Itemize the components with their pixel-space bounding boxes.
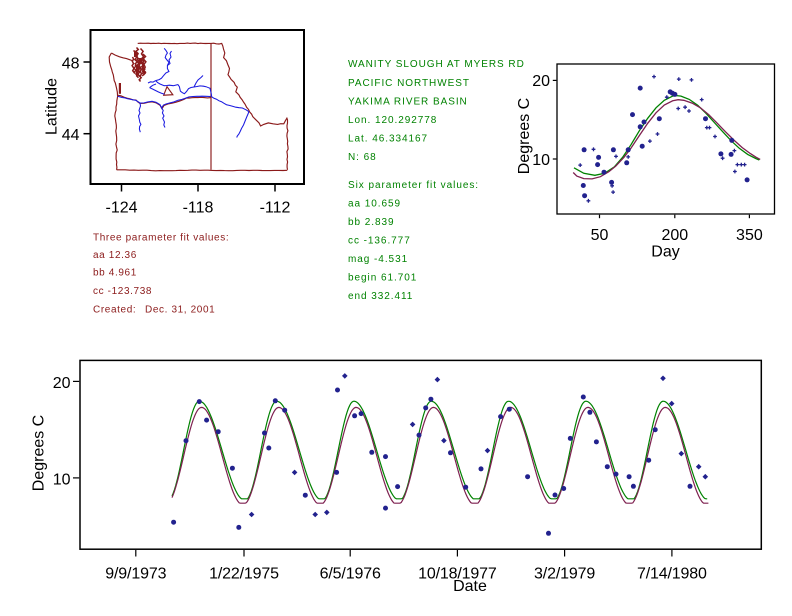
- svg-text:-112: -112: [260, 199, 291, 216]
- svg-text:cc -123.738: cc -123.738: [93, 286, 152, 297]
- svg-text:10: 10: [532, 152, 550, 169]
- svg-text:Dec. 31, 2001: Dec. 31, 2001: [145, 305, 215, 316]
- svg-text:50: 50: [591, 227, 609, 244]
- svg-text:10/18/1977: 10/18/1977: [418, 566, 497, 583]
- svg-text:200: 200: [661, 227, 688, 244]
- svg-text:bb 4.961: bb 4.961: [93, 268, 137, 279]
- svg-text:9/9/1973: 9/9/1973: [105, 566, 166, 583]
- svg-text:WANITY SLOUGH AT MYERS RD: WANITY SLOUGH AT MYERS RD: [348, 59, 525, 70]
- svg-text:Degrees C: Degrees C: [31, 415, 48, 491]
- svg-text:20: 20: [53, 375, 71, 392]
- svg-text:48: 48: [62, 56, 80, 73]
- svg-text:3/2/1979: 3/2/1979: [534, 566, 595, 583]
- svg-text:mag -4.531: mag -4.531: [348, 254, 408, 265]
- svg-text:end 332.411: end 332.411: [348, 291, 413, 302]
- svg-text:6/5/1976: 6/5/1976: [320, 566, 381, 583]
- svg-text:1/22/1975: 1/22/1975: [209, 566, 279, 583]
- svg-text:Degrees C: Degrees C: [516, 98, 533, 174]
- svg-text:7/14/1980: 7/14/1980: [637, 566, 707, 583]
- svg-text:begin 61.701: begin 61.701: [348, 272, 417, 283]
- svg-text:bb 2.839: bb 2.839: [348, 217, 395, 228]
- svg-text:350: 350: [736, 227, 763, 244]
- svg-text:10: 10: [53, 471, 71, 488]
- svg-text:Day: Day: [651, 243, 679, 260]
- svg-text:-124: -124: [105, 199, 137, 216]
- svg-text:aa 10.659: aa 10.659: [348, 199, 401, 210]
- svg-text:Latitude: Latitude: [44, 78, 61, 135]
- svg-text:cc -136.777: cc -136.777: [348, 236, 411, 247]
- svg-text:Created:: Created:: [93, 305, 136, 316]
- svg-text:44: 44: [62, 127, 80, 144]
- svg-text:-118: -118: [183, 199, 214, 216]
- svg-text:PACIFIC NORTHWEST: PACIFIC NORTHWEST: [348, 78, 470, 89]
- svg-text:20: 20: [532, 73, 550, 90]
- svg-text:Three parameter fit values:: Three parameter fit values:: [93, 232, 229, 243]
- svg-text:Lon. 120.292778: Lon. 120.292778: [348, 115, 437, 126]
- svg-text:YAKIMA RIVER BASIN: YAKIMA RIVER BASIN: [348, 96, 468, 107]
- svg-text:N: 68: N: 68: [348, 152, 377, 163]
- svg-text:Six parameter fit values:: Six parameter fit values:: [348, 180, 479, 191]
- svg-text:aa 12.36: aa 12.36: [93, 250, 137, 261]
- svg-text:Lat. 46.334167: Lat. 46.334167: [348, 134, 428, 145]
- svg-text:Date: Date: [453, 578, 487, 595]
